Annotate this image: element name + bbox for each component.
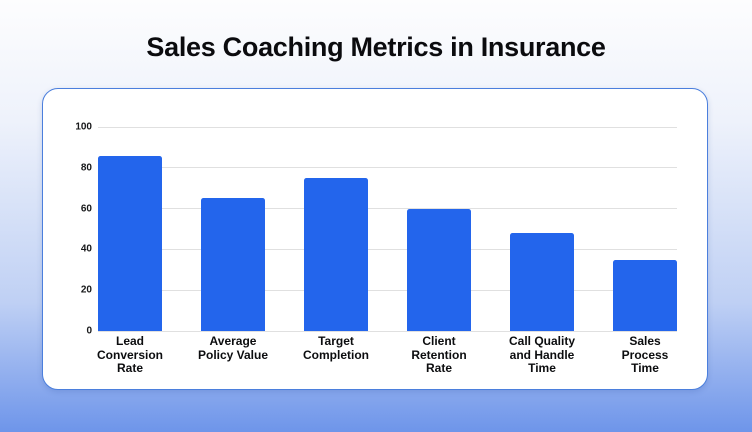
x-axis-category-3: Client Retention Rate bbox=[407, 334, 471, 376]
bar-2[interactable] bbox=[304, 178, 368, 331]
x-axis-category-label: Average Policy Value bbox=[197, 334, 269, 362]
gridline-y-80 bbox=[98, 167, 677, 169]
gridline-y-40 bbox=[98, 248, 677, 250]
x-axis-category-1: Average Policy Value bbox=[197, 334, 269, 376]
gridline-y-0 bbox=[98, 330, 677, 332]
x-axis-category-0: Lead Conversion Rate bbox=[97, 334, 164, 376]
x-axis-category-label: Client Retention Rate bbox=[411, 334, 467, 375]
bar-4[interactable] bbox=[510, 233, 574, 331]
bar-3[interactable] bbox=[407, 208, 471, 331]
chart-plot: 0 20 40 60 80 100 bbox=[75, 122, 677, 337]
bar-series bbox=[98, 127, 677, 331]
gridline-y-100 bbox=[98, 126, 677, 128]
bar-0[interactable] bbox=[98, 155, 162, 331]
page-title: Sales Coaching Metrics in Insurance bbox=[146, 32, 606, 62]
y-axis-tick-label-0: 0 bbox=[86, 325, 92, 337]
y-axis-tick-label-40: 40 bbox=[80, 243, 92, 255]
y-axis-tick-label-100: 100 bbox=[75, 121, 92, 133]
chart-card: 0 20 40 60 80 100 Lead Conversion Rate Average… bbox=[42, 88, 708, 390]
x-axis-category-label: Target Completion bbox=[303, 334, 369, 362]
bar-1[interactable] bbox=[201, 198, 265, 331]
x-axis-category-label: Sales Process Time bbox=[621, 334, 669, 375]
y-axis-tick-label-80: 80 bbox=[80, 162, 92, 174]
x-axis-category-4: Call Quality and Handle Time bbox=[508, 334, 576, 376]
bar-5[interactable] bbox=[613, 259, 677, 331]
x-axis-category-2: Target Completion bbox=[303, 334, 369, 376]
gridline-y-60 bbox=[98, 208, 677, 210]
gridline-y-20 bbox=[98, 289, 677, 291]
x-axis-category-5: Sales Process Time bbox=[613, 334, 677, 376]
y-axis-tick-label-60: 60 bbox=[80, 203, 92, 215]
x-axis-category-label: Call Quality and Handle Time bbox=[508, 334, 576, 375]
y-axis-tick-label-20: 20 bbox=[80, 284, 92, 296]
x-axis-category-label: Lead Conversion Rate bbox=[97, 334, 164, 375]
x-axis-labels: Lead Conversion Rate Average Policy Value… bbox=[97, 334, 677, 376]
